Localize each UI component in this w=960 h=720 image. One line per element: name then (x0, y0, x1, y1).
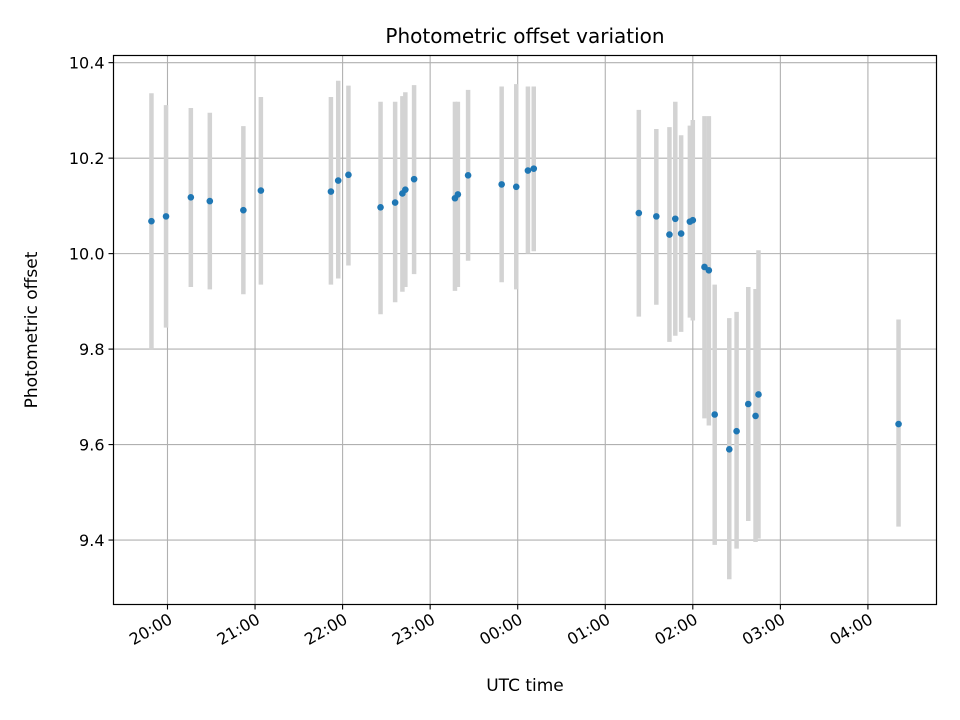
point-layer (148, 165, 902, 453)
data-point (895, 420, 902, 428)
data-point (257, 187, 265, 194)
data-point (530, 165, 538, 172)
data-point (327, 188, 335, 195)
data-point (464, 172, 472, 179)
y-tick-label: 9.8 (79, 340, 104, 359)
chart-title: Photometric offset variation (385, 24, 664, 48)
plot-frame (112, 54, 938, 606)
y-tick-label: 10.2 (69, 149, 105, 168)
y-tick-label: 10.0 (69, 245, 105, 264)
data-point (744, 400, 752, 408)
data-point (711, 411, 718, 418)
x-axis-label: UTC time (486, 676, 564, 696)
data-point (653, 213, 660, 220)
data-point (725, 446, 733, 453)
y-tick-label: 10.4 (69, 54, 105, 73)
data-point (391, 199, 399, 206)
data-point (377, 204, 384, 211)
data-point (755, 391, 762, 398)
data-point (733, 427, 740, 435)
data-point (512, 183, 520, 191)
data-point (334, 177, 342, 184)
data-point (524, 167, 532, 174)
data-point (148, 217, 155, 225)
data-point (635, 209, 643, 217)
data-point (240, 206, 247, 214)
data-point (402, 186, 409, 193)
data-point (410, 175, 418, 183)
data-point (498, 181, 505, 188)
y-axis-label: Photometric offset (22, 251, 42, 408)
y-tick-label: 9.4 (79, 531, 104, 550)
data-point (671, 215, 679, 223)
data-point (705, 267, 713, 274)
data-point (689, 216, 697, 224)
data-point (454, 191, 462, 198)
data-point (187, 193, 195, 201)
data-point (666, 231, 673, 238)
data-point (162, 213, 170, 220)
data-point (345, 171, 352, 179)
data-point (752, 412, 759, 420)
data-point (677, 230, 685, 237)
y-tick-label: 9.6 (79, 436, 104, 455)
grid-layer (113, 55, 937, 605)
data-point (206, 197, 214, 205)
